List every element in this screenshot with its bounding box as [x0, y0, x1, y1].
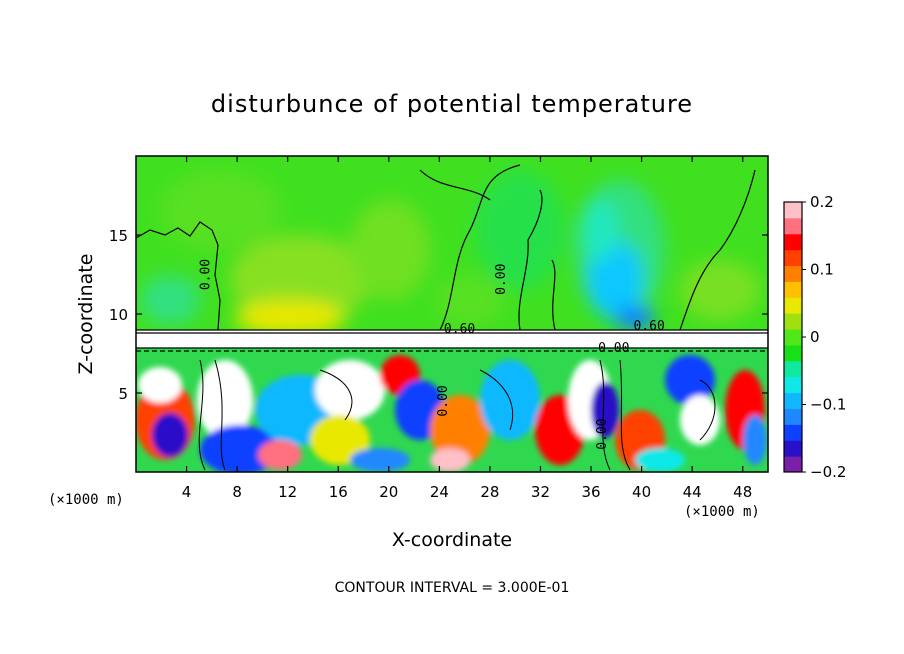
colorbar-swatch — [784, 217, 802, 235]
colorbar-tick-label: −0.2 — [810, 463, 846, 481]
x-tick-label: 40 — [632, 483, 651, 501]
colorbar-swatch — [784, 265, 802, 282]
x-tick-label: 32 — [531, 483, 550, 501]
contour-interval-text: CONTOUR INTERVAL = 3.000E-01 — [335, 580, 570, 596]
colorbar-tick-label: 0.2 — [810, 193, 834, 211]
contour-lines — [136, 164, 768, 352]
contour-label: 0.60 — [444, 322, 475, 337]
colorbar-swatch — [784, 440, 802, 457]
x-axis: 4 8 12 16 20 24 28 32 36 40 44 48 — [182, 156, 752, 501]
contour-label: 0.00 — [436, 385, 451, 416]
colorbar-swatch — [784, 202, 802, 219]
contour-label: 0.00 — [494, 264, 509, 295]
contour-label: 0.00 — [595, 418, 610, 449]
y-axis: 5 10 15 — [109, 227, 768, 403]
x-tick-label: 44 — [683, 483, 702, 501]
x-axis-label: X-coordinate — [392, 529, 512, 551]
contour-label: 0.60 — [634, 319, 665, 334]
y-tick-label: 5 — [118, 385, 128, 403]
colorbar-swatch — [784, 233, 802, 251]
colorbar-swatch — [784, 313, 802, 330]
y-tick-label: 10 — [109, 306, 128, 324]
colorbar-swatch — [784, 249, 802, 267]
colorbar-swatch — [784, 297, 802, 314]
x-tick-label: 20 — [379, 483, 398, 501]
colorbar-tick-label: −0.1 — [810, 396, 846, 414]
contour-label: 0.00 — [598, 341, 629, 356]
colorbar-swatch — [784, 281, 802, 298]
x-axis-unit-right: (×1000 m) — [684, 504, 760, 520]
colorbar: 0.2 0.1 0 −0.1 −0.2 — [783, 193, 846, 481]
colorbar-swatch — [784, 408, 802, 425]
colorbar-tick-label: 0 — [810, 328, 820, 346]
x-tick-label: 8 — [232, 483, 242, 501]
lower-field — [136, 348, 768, 472]
y-tick-label: 15 — [109, 227, 128, 245]
x-tick-label: 4 — [182, 483, 192, 501]
chart-title: disturbunce of potential temperature — [211, 90, 693, 118]
contour-labels: 0.00 0.00 0.60 0.60 0.00 0.00 0.00 — [198, 259, 665, 450]
x-tick-label: 36 — [581, 483, 600, 501]
plot-area: 0.00 0.00 0.60 0.60 0.00 0.00 0.00 — [136, 156, 768, 472]
x-tick-label: 12 — [278, 483, 297, 501]
colorbar-swatch — [784, 329, 802, 346]
x-tick-label: 24 — [430, 483, 449, 501]
x-tick-label: 16 — [329, 483, 348, 501]
colorbar-swatch — [784, 376, 802, 394]
colorbar-swatch — [784, 392, 802, 409]
colorbar-swatch — [784, 360, 802, 378]
x-axis-unit-left: (×1000 m) — [48, 492, 124, 508]
y-axis-label: Z-coordinate — [75, 254, 97, 375]
contour-label: 0.00 — [198, 259, 213, 290]
x-tick-label: 28 — [480, 483, 499, 501]
colorbar-swatch — [784, 424, 802, 441]
colorbar-swatch — [784, 344, 802, 362]
inversion-band — [136, 330, 768, 350]
colorbar-tick-label: 0.1 — [810, 261, 834, 279]
colorbar-swatch — [784, 456, 802, 473]
x-tick-label: 48 — [733, 483, 752, 501]
